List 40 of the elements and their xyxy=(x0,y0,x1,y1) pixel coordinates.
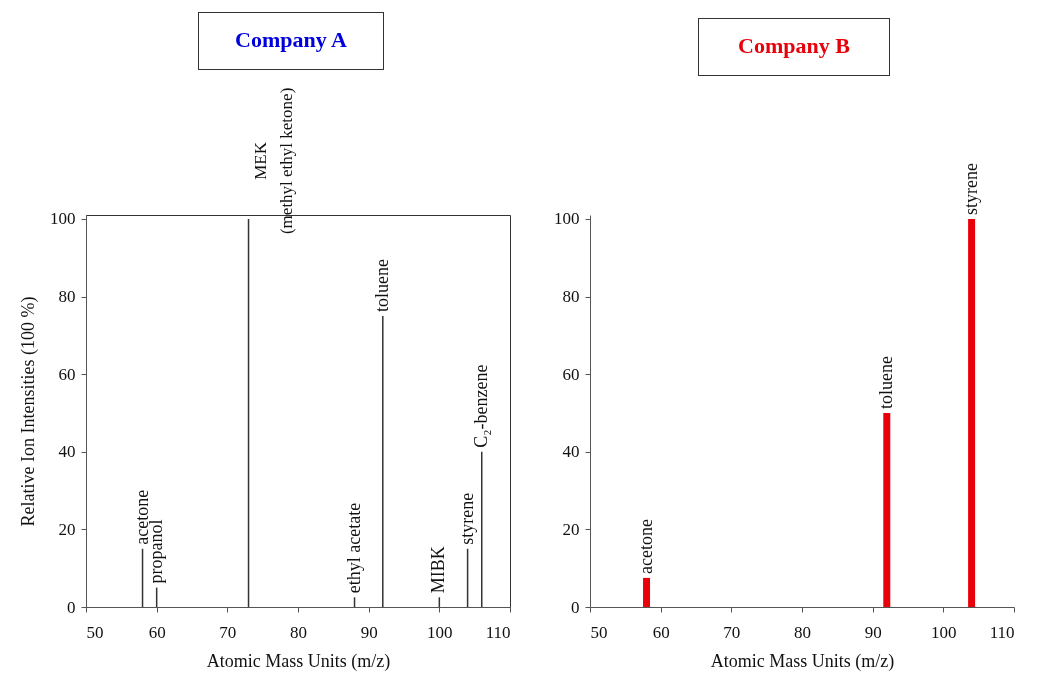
annotation: MEK (methyl ethyl ketone) xyxy=(250,87,296,235)
y-tick-label: 0 xyxy=(571,597,580,617)
x-tick-label: 60 xyxy=(148,622,166,642)
annotation: styrene xyxy=(960,162,981,215)
y-tick-label: 20 xyxy=(58,519,76,539)
x-axis-title: Atomic Mass Units (m/z) xyxy=(206,650,391,672)
x-tick-label: 70 xyxy=(219,622,237,642)
x-tick-label: 60 xyxy=(652,622,670,642)
y-tick-label: 100 xyxy=(554,209,580,229)
annotation: toluene xyxy=(875,355,896,409)
x-tick-label: 100 xyxy=(931,622,957,642)
x-tick-label: 50 xyxy=(590,622,608,642)
x-tick-label: 50 xyxy=(86,622,104,642)
annotation: C₂-benzene xyxy=(470,364,491,448)
annotation: ethyl acetate xyxy=(343,502,364,594)
x-axis-title: Atomic Mass Units (m/z) xyxy=(710,650,895,672)
chart-title: Company A xyxy=(198,12,384,70)
y-tick-label: 20 xyxy=(562,519,580,539)
y-tick-label: 100 xyxy=(50,209,76,229)
y-axis-title: Relative Ion Intensities (100 %) xyxy=(18,296,39,527)
x-tick-label: 110 xyxy=(485,622,511,642)
annotation: toluene xyxy=(371,258,392,312)
x-tick-label: 80 xyxy=(794,622,811,642)
x-tick-label: 80 xyxy=(290,622,307,642)
x-tick-label: 70 xyxy=(723,622,741,642)
annotation: MIBK xyxy=(428,546,449,594)
x-tick-label: 90 xyxy=(864,622,882,642)
x-tick-label: 100 xyxy=(427,622,453,642)
x-tick-label: 110 xyxy=(989,622,1015,642)
y-tick-label: 60 xyxy=(58,364,76,384)
y-tick-label: 40 xyxy=(562,442,580,462)
annotation: acetone xyxy=(635,518,656,574)
annotation: styrene xyxy=(456,492,477,545)
y-tick-label: 80 xyxy=(58,287,76,306)
y-tick-label: 40 xyxy=(58,442,76,462)
y-tick-label: 60 xyxy=(562,364,580,384)
y-tick-label: 0 xyxy=(67,597,76,617)
chart-title: Company B xyxy=(698,18,890,76)
x-tick-label: 90 xyxy=(360,622,378,642)
y-tick-label: 80 xyxy=(562,287,580,306)
